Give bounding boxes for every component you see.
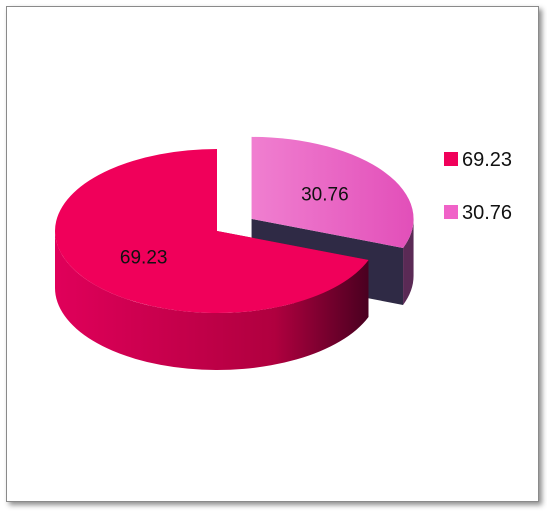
legend-swatch-1 <box>444 152 458 166</box>
legend: 69.23 30.76 <box>444 149 512 224</box>
pie-slice-2-side <box>403 218 414 305</box>
pie-slice-1 <box>55 149 369 370</box>
pie-chart: 30.76 69.23 69.23 30.76 <box>55 136 512 370</box>
pie-slices <box>55 136 414 370</box>
legend-swatch-2 <box>444 205 458 219</box>
pie-slice-1-top <box>55 149 369 313</box>
data-label-1: 69.23 <box>120 248 168 269</box>
legend-item-1: 69.23 <box>444 149 512 171</box>
chart-frame: 30.76 69.23 69.23 30.76 <box>6 6 539 502</box>
data-labels: 30.76 69.23 <box>120 184 349 268</box>
data-label-2: 30.76 <box>301 184 349 205</box>
pie-slice-1-side <box>55 231 369 370</box>
legend-label-1: 69.23 <box>462 149 512 171</box>
legend-item-2: 30.76 <box>444 202 512 224</box>
pie-slice-2-top <box>251 136 414 248</box>
legend-label-2: 30.76 <box>462 202 512 224</box>
